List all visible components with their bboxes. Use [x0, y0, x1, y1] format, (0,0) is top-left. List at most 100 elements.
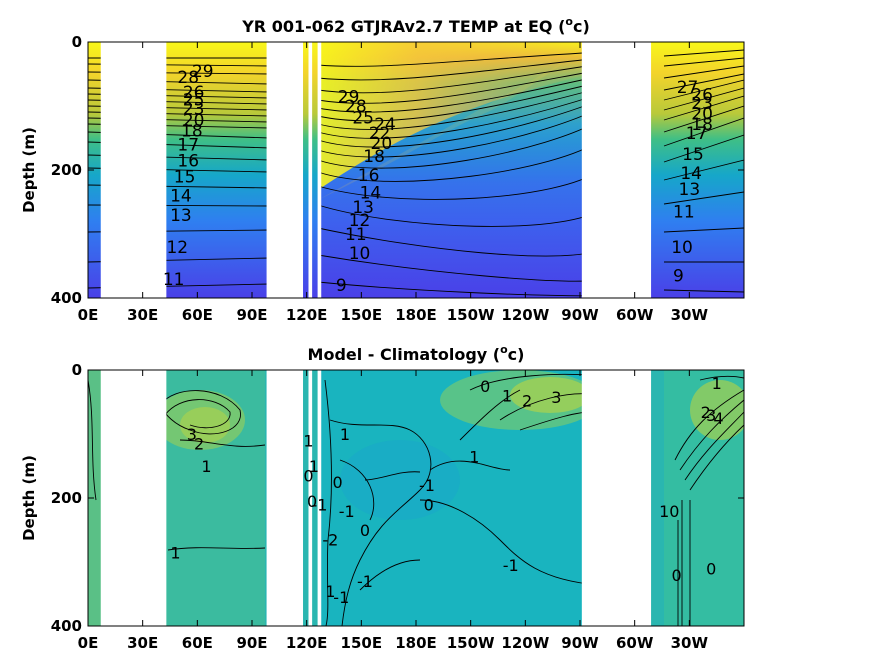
bottom-land-masks [100, 370, 652, 626]
contour-label: 12 [349, 211, 371, 231]
contour-label: 13 [352, 198, 374, 218]
contour-label: 1 [303, 431, 313, 450]
contour-label: 23 [691, 94, 713, 114]
contour-label: 11 [163, 270, 185, 290]
bottom-title-main: Model - Climatology [308, 345, 488, 364]
x-tick-label: 180E [395, 306, 437, 324]
land-gap [100, 42, 167, 298]
contour-label: -1 [357, 572, 373, 591]
contour-label: 17 [686, 124, 708, 144]
contour-label: 1 [309, 457, 319, 476]
contour-label: 1 [340, 425, 350, 444]
contour-label: -1 [419, 476, 435, 495]
x-tick-label: 60E [182, 634, 213, 652]
contour-label: 26 [183, 83, 205, 103]
contour-label: 2 [701, 403, 711, 422]
contour-label: 0 [706, 559, 716, 578]
y-tick-label: 0 [72, 33, 82, 51]
x-tick-label: 120E [286, 306, 328, 324]
contour-label: 0 [671, 566, 681, 585]
contour-label: 12 [166, 238, 188, 258]
contour-label: -1 [503, 556, 519, 575]
contour-label: 28 [177, 68, 199, 88]
x-tick-label: 90E [236, 634, 267, 652]
x-tick-label: 120E [286, 634, 328, 652]
contour-label: 22 [369, 124, 391, 144]
top-title: YR 001-062 GTJRAv2.7 TEMP at EQ (oc) [241, 15, 590, 36]
x-tick-label: 150W [447, 634, 495, 652]
contour-label: 18 [691, 115, 713, 135]
contour-label: 13 [170, 206, 192, 226]
contour-label: 1 [502, 387, 512, 406]
contour-label: 1 [201, 457, 211, 476]
x-tick-label: 90W [561, 306, 599, 324]
x-tick-label: 180E [395, 634, 437, 652]
contour-label: 3 [551, 388, 561, 407]
contour-label: 9 [673, 267, 684, 287]
contour-label: 25 [183, 91, 205, 111]
land-gap [317, 370, 322, 626]
contour-label: 0 [480, 377, 490, 396]
x-tick-label: 150E [341, 306, 383, 324]
top-y-axis: 0 200 400 [51, 33, 744, 307]
contour-label: 17 [177, 135, 199, 155]
contour-label: 0 [303, 467, 313, 486]
bottom-y-axis-label: Depth (m) [20, 455, 38, 541]
y-tick-label: 0 [72, 361, 82, 379]
x-tick-label: 30W [671, 306, 709, 324]
bottom-title-unit-end: c) [508, 345, 525, 364]
y-tick-label: 200 [51, 489, 82, 507]
contour-label: 25 [352, 109, 374, 129]
bottom-title: Model - Climatology (oc) [308, 343, 525, 364]
contour-label: -2 [322, 531, 338, 550]
contour-label: 3 [706, 406, 716, 425]
contour-label: 24 [374, 115, 396, 135]
top-title-unit-open: ( [558, 17, 565, 36]
top-title-unit-sup: o [565, 15, 573, 28]
contour-label: 0 [360, 521, 370, 540]
contour-label: 10 [659, 502, 679, 521]
x-tick-label: 60W [616, 634, 654, 652]
contour-label: 11 [673, 203, 695, 223]
contour-label: 20 [183, 111, 205, 131]
contour-label: 18 [363, 147, 385, 167]
x-tick-label: 0E [78, 634, 99, 652]
y-tick-label: 400 [51, 289, 82, 307]
contour-label: 13 [679, 180, 701, 200]
contour-label: 1 [170, 543, 180, 562]
bottom-panel: Model - Climatology (oc) [20, 343, 745, 652]
contour-label: 26 [691, 85, 713, 105]
land-gap [308, 42, 313, 298]
bottom-title-unit-sup: o [500, 343, 508, 356]
contour-label: 2 [522, 392, 532, 411]
contour-label: 15 [174, 167, 196, 187]
x-tick-label: 150E [341, 634, 383, 652]
x-tick-label: 90W [561, 634, 599, 652]
contour-label: 14 [680, 164, 702, 184]
top-panel: YR 001-062 GTJRAv2.7 TEMP at EQ (oc) [20, 15, 745, 324]
contour-label: 3 [187, 425, 197, 444]
land-gap [266, 42, 304, 298]
land-gap [317, 42, 322, 298]
contour-label: -1 [339, 502, 355, 521]
y-tick-label: 200 [51, 161, 82, 179]
contour-label: 0 [307, 492, 317, 511]
bottom-title-unit-open: ( [493, 345, 500, 364]
land-gap [100, 370, 167, 626]
x-tick-label: 30E [127, 306, 158, 324]
contour-label: 11 [345, 225, 367, 245]
contour-label: 14 [360, 183, 382, 203]
x-tick-label: 150W [447, 306, 495, 324]
x-tick-label: 60W [616, 306, 654, 324]
bottom-x-axis: 0E 30E 60E 90E 120E 150E 180E 150W 120W 90W 60W 30W [78, 370, 708, 652]
top-x-axis: 0E 30E 60E 90E 120E 150E 180E 150W 120W 90W 60W 30W [78, 42, 709, 324]
land-gap [581, 42, 652, 298]
contour-label: 27 [677, 78, 699, 98]
contour-label: -1 [311, 495, 327, 514]
contour-label: 15 [682, 145, 704, 165]
